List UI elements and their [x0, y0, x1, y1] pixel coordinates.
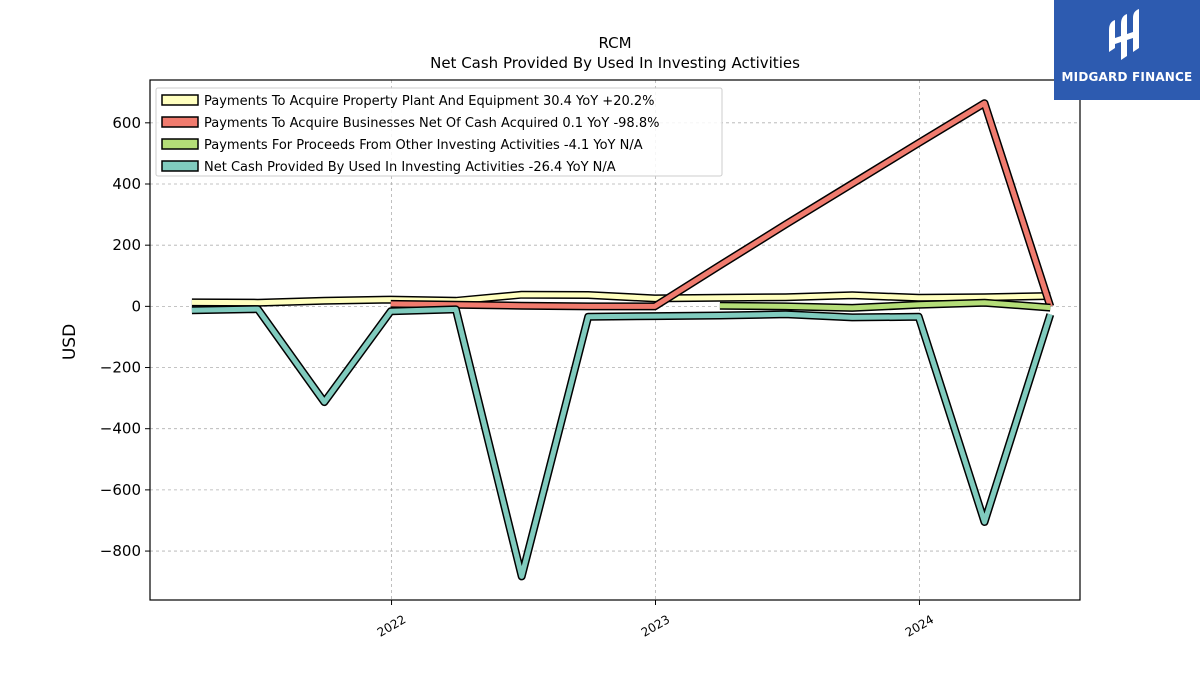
series-line-stroke: [390, 100, 1053, 309]
series-line-stroke: [191, 306, 1053, 579]
series-line: [191, 290, 1051, 307]
series-line-outline: [191, 305, 1055, 581]
y-tick-label: −600: [100, 481, 141, 499]
brand-logo: MIDGARD FINANCE: [1054, 0, 1200, 100]
x-tick-label: 2024: [903, 612, 936, 639]
legend-swatch: [161, 160, 199, 172]
legend-swatch: [161, 94, 199, 106]
x-tick-label: 2023: [639, 612, 672, 639]
y-tick-label: −800: [100, 542, 141, 560]
y-tick-label: 200: [112, 236, 141, 254]
legend-label: Payments To Acquire Property Plant And E…: [204, 94, 655, 109]
y-tick-label: −200: [100, 359, 141, 377]
plot-area-frame: [149, 79, 1081, 601]
series-line-stroke: [191, 292, 1051, 306]
series-line-stroke: [719, 300, 1051, 311]
chart-title: RCM: [598, 34, 631, 52]
legend-label: Payments To Acquire Businesses Net Of Ca…: [204, 116, 659, 131]
brand-name: MIDGARD FINANCE: [1061, 70, 1193, 84]
legend-label: Payments For Proceeds From Other Investi…: [204, 138, 643, 153]
y-tick-label: 600: [112, 114, 141, 132]
legend-swatch: [161, 138, 199, 150]
y-axis-label: USD: [60, 324, 80, 360]
midgard-logo-icon: [1109, 9, 1139, 60]
series-line: [719, 298, 1051, 312]
legend-box: [155, 87, 723, 177]
y-tick-label: −400: [100, 420, 141, 438]
y-tick-label: 400: [112, 175, 141, 193]
series-line: [191, 305, 1055, 581]
legend-label: Net Cash Provided By Used In Investing A…: [204, 160, 616, 175]
y-tick-label: 0: [131, 297, 141, 315]
x-tick-label: 2022: [375, 612, 408, 639]
series-line: [390, 99, 1055, 311]
legend: Payments To Acquire Property Plant And E…: [155, 87, 723, 177]
legend-swatch: [161, 116, 199, 128]
chart-subtitle: Net Cash Provided By Used In Investing A…: [430, 54, 800, 72]
